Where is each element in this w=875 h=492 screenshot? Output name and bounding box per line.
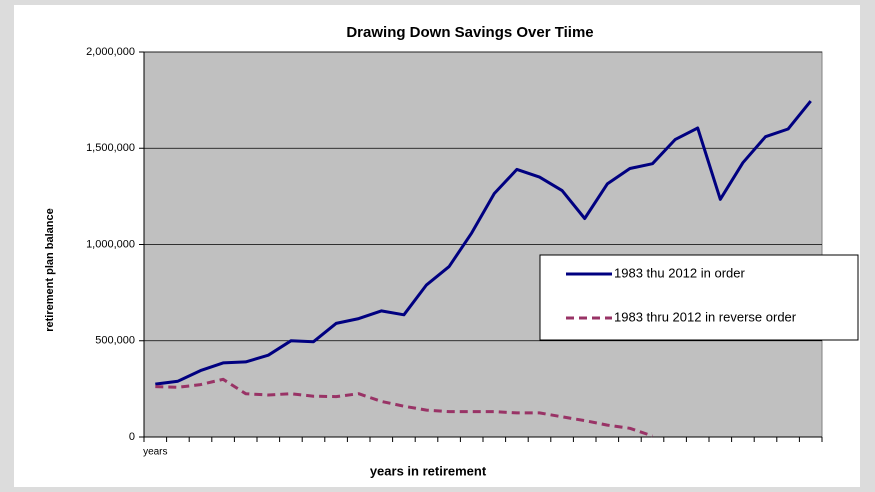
x-axis-label: years in retirement: [370, 463, 487, 478]
legend-label: 1983 thu 2012 in order: [614, 265, 745, 280]
y-tick-label: 1,000,000: [86, 238, 135, 250]
legend-label: 1983 thru 2012 in reverse order: [614, 309, 797, 324]
y-tick-label: 2,000,000: [86, 46, 135, 58]
x-tick-label: years: [143, 447, 167, 458]
y-tick-label: 0: [129, 431, 135, 443]
series-line: [155, 377, 653, 438]
y-axis-label: retirement plan balance: [44, 208, 56, 332]
series-line: [155, 100, 812, 386]
y-tick-label: 500,000: [95, 335, 135, 347]
legend: [539, 254, 859, 341]
y-tick-label: 1,500,000: [86, 142, 135, 154]
chart-title: Drawing Down Savings Over Tiime: [346, 24, 593, 41]
